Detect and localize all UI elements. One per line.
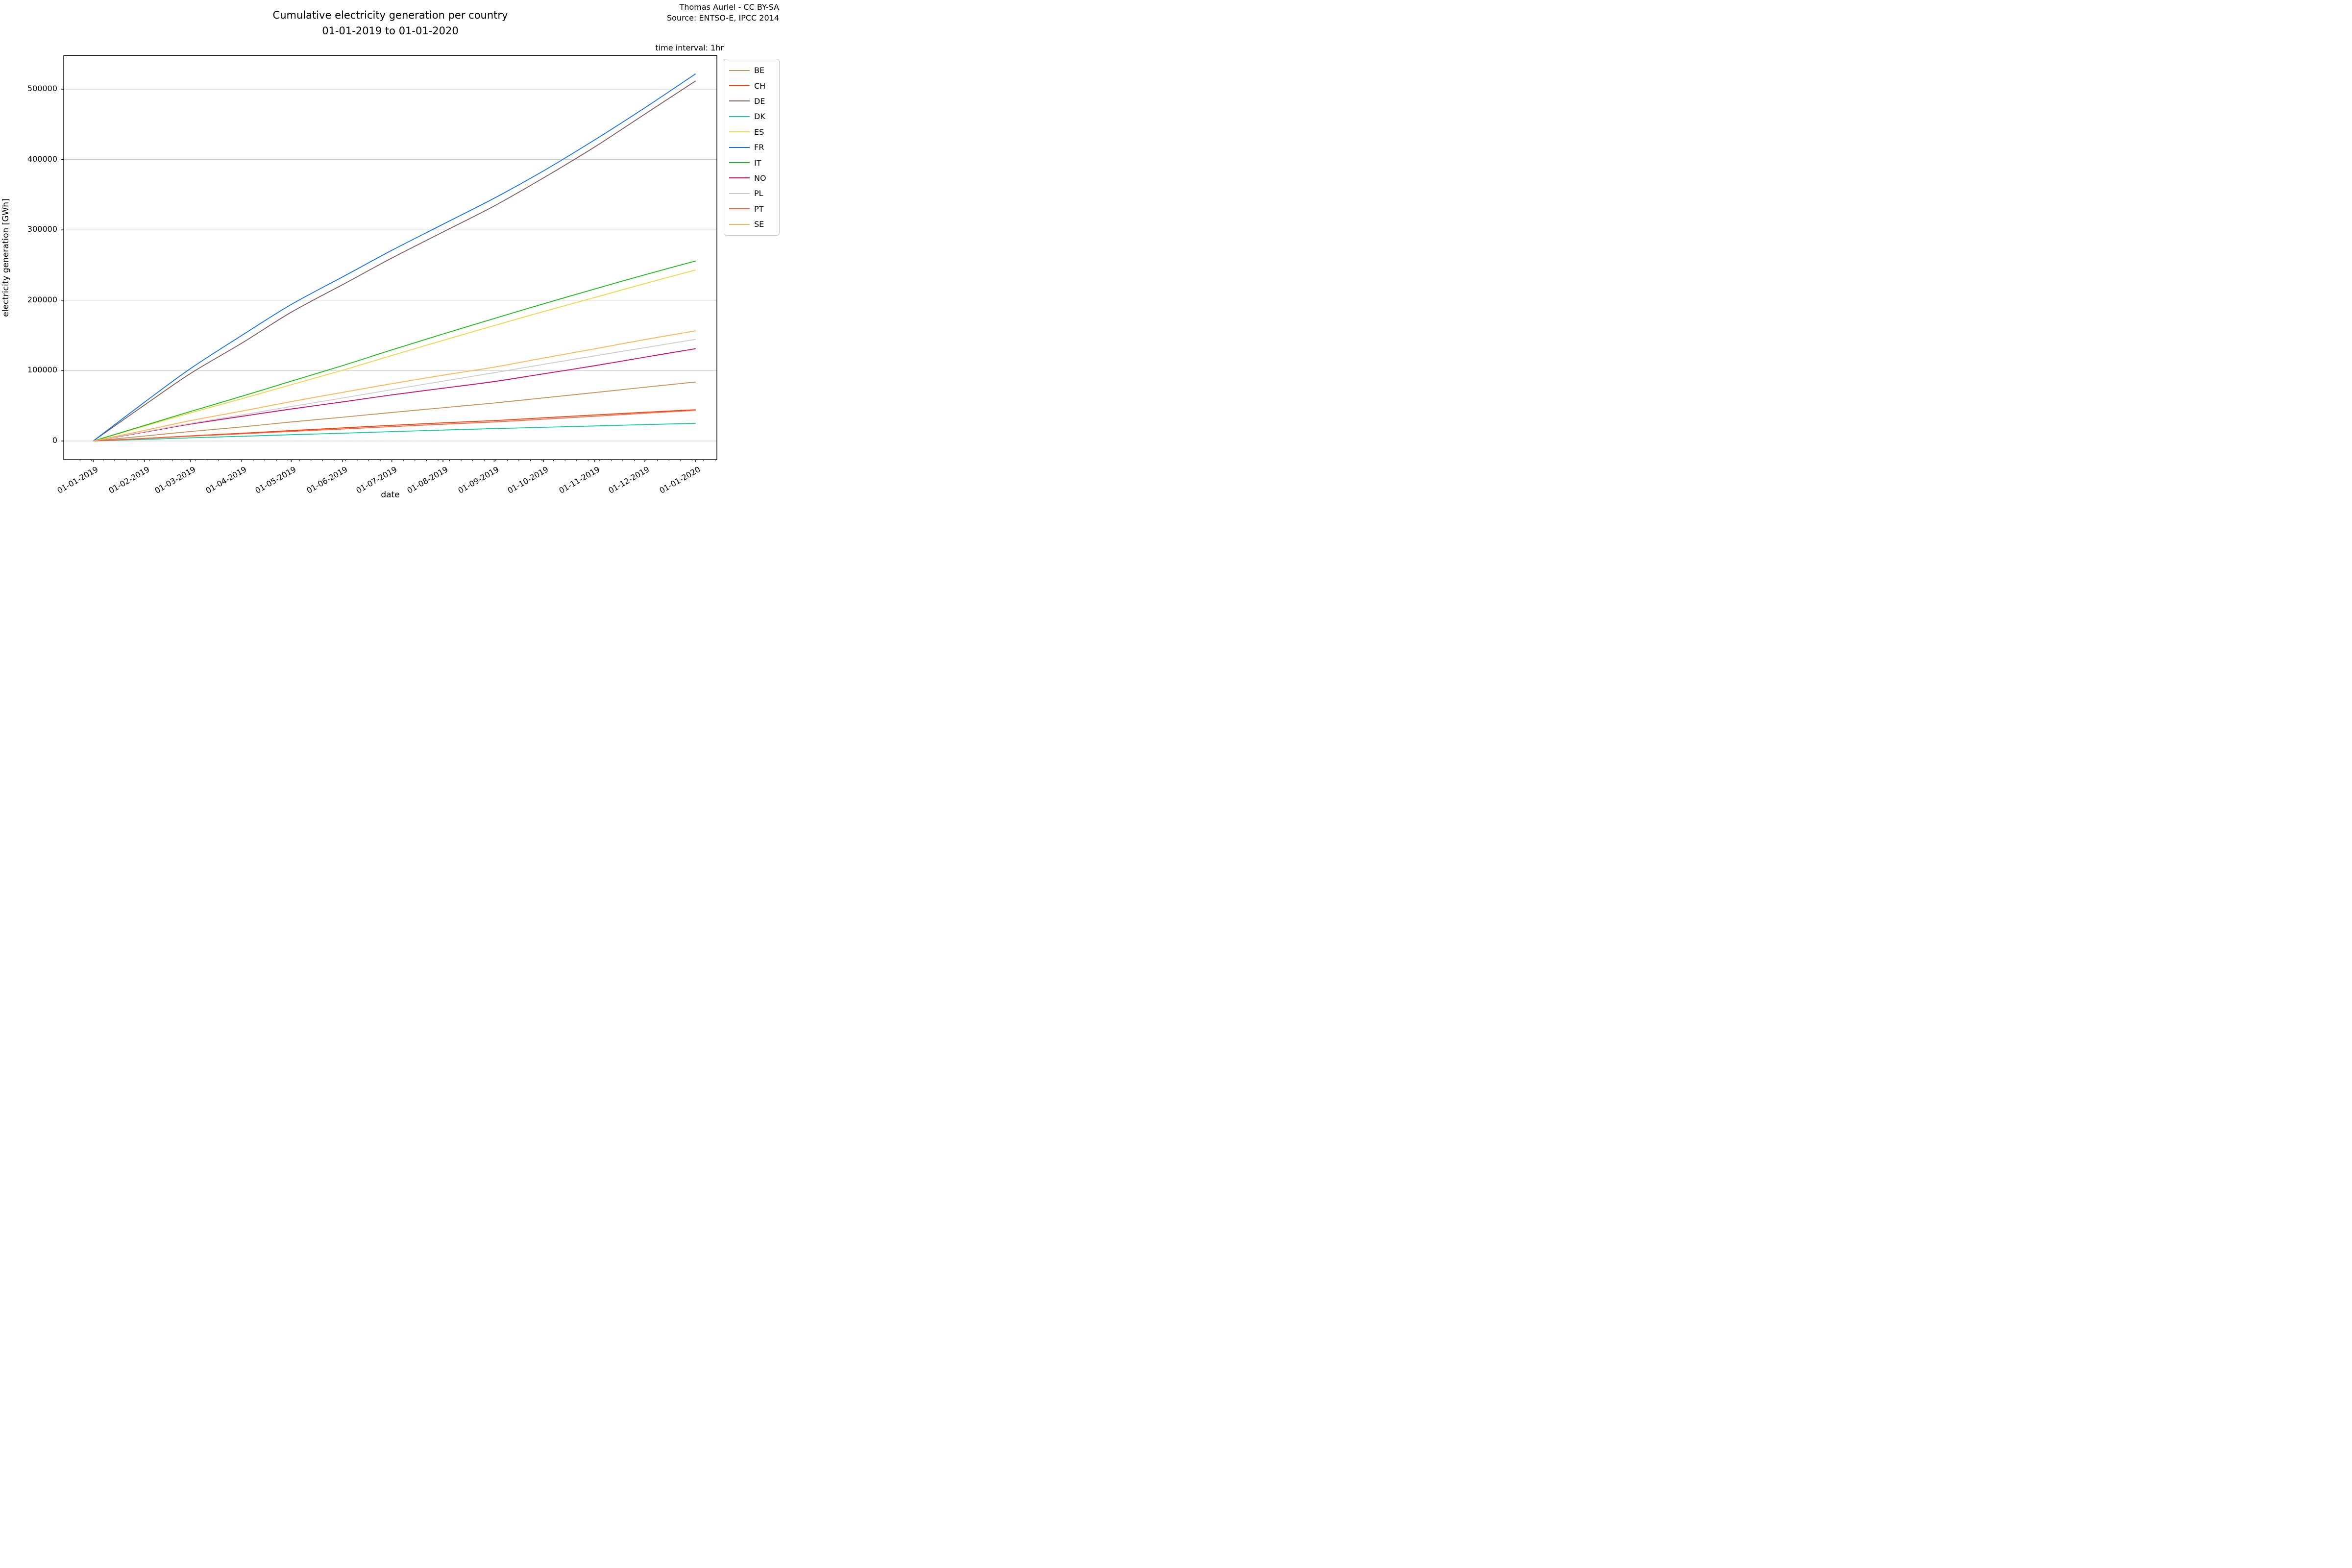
- series-line-PL: [93, 339, 696, 441]
- legend-swatch-FR: [729, 147, 750, 148]
- legend-label-DE: DE: [754, 96, 765, 106]
- series-line-DE: [93, 80, 696, 441]
- y-tick-label: 100000: [27, 365, 57, 375]
- legend-label-CH: CH: [754, 81, 766, 91]
- legend-item-NO: NO: [729, 171, 774, 186]
- series-line-SE: [93, 330, 696, 441]
- legend-item-IT: IT: [729, 155, 774, 170]
- credit-line-2: Source: ENTSO-E, IPCC 2014: [666, 13, 779, 23]
- legend-box: BE CH DE DK ES FR IT NO PL PT SE: [724, 59, 780, 236]
- y-tick-label: 300000: [27, 224, 57, 234]
- series-line-ES: [93, 270, 696, 441]
- legend-label-DK: DK: [754, 112, 765, 122]
- legend-label-PL: PL: [754, 189, 763, 198]
- plot-canvas: [61, 55, 717, 462]
- legend-swatch-ES: [729, 131, 750, 133]
- series-line-NO: [93, 348, 696, 441]
- series-line-IT: [93, 260, 696, 441]
- plot-border: [63, 55, 717, 460]
- figure-root: Cumulative electricity generation per co…: [0, 0, 784, 523]
- legend-item-PT: PT: [729, 201, 774, 217]
- legend-item-ES: ES: [729, 124, 774, 140]
- legend-item-CH: CH: [729, 78, 774, 93]
- chart-title-line-2: 01-01-2019 to 01-01-2020: [322, 24, 459, 37]
- legend-label-FR: FR: [754, 143, 764, 152]
- legend-item-DE: DE: [729, 94, 774, 109]
- x-axis-label: date: [381, 490, 400, 500]
- series-line-DK: [93, 423, 696, 441]
- legend-swatch-DE: [729, 100, 750, 102]
- legend-label-ES: ES: [754, 127, 764, 137]
- legend-swatch-PL: [729, 193, 750, 194]
- legend-swatch-NO: [729, 177, 750, 179]
- legend-item-DK: DK: [729, 109, 774, 124]
- y-tick-label: 500000: [27, 84, 57, 93]
- chart-title-line-1: Cumulative electricity generation per co…: [272, 9, 508, 21]
- credit-text: Thomas Auriel - CC BY-SA Source: ENTSO-E…: [667, 2, 779, 23]
- legend-swatch-DK: [729, 116, 750, 117]
- legend-swatch-BE: [729, 70, 750, 71]
- legend-swatch-IT: [729, 162, 750, 164]
- series-line-PT: [93, 410, 696, 441]
- legend-item-BE: BE: [729, 63, 774, 78]
- credit-line-1: Thomas Auriel - CC BY-SA: [679, 2, 779, 12]
- legend-label-IT: IT: [754, 158, 761, 168]
- series-line-FR: [93, 74, 696, 441]
- legend-item-PL: PL: [729, 186, 774, 201]
- legend-swatch-PT: [729, 208, 750, 210]
- legend-item-SE: SE: [729, 217, 774, 232]
- legend-label-BE: BE: [754, 66, 765, 75]
- legend-label-NO: NO: [754, 173, 766, 183]
- y-tick-label: 400000: [27, 154, 57, 164]
- legend-swatch-CH: [729, 85, 750, 87]
- legend-label-PT: PT: [754, 204, 764, 214]
- y-tick-label: 200000: [27, 294, 57, 304]
- legend-label-SE: SE: [754, 220, 764, 229]
- legend-item-FR: FR: [729, 140, 774, 155]
- series-line-BE: [93, 381, 696, 441]
- y-tick-label: 0: [52, 436, 57, 445]
- legend-swatch-SE: [729, 223, 750, 225]
- chart-title: Cumulative electricity generation per co…: [64, 8, 717, 39]
- time-interval-note: time interval: 1hr: [655, 43, 724, 52]
